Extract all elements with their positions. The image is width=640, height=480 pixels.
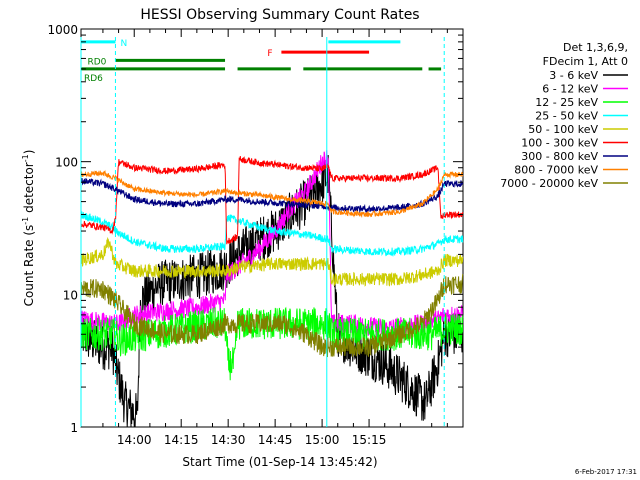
data-gap-markers <box>80 37 445 427</box>
series-line-25-50-kev <box>80 211 464 257</box>
band-label-rd0: RD0 <box>87 57 106 67</box>
band-label-n: N <box>120 39 127 49</box>
y-tick-label: 100 <box>55 156 78 170</box>
legend: Det 1,3,6,9, FDecim 1, Att 0 3 - 6 keV6 … <box>500 41 628 190</box>
y-axis-label-sup1: -1 <box>21 217 30 225</box>
y-axis-label-sup2: -1 <box>21 154 30 162</box>
legend-header-line-1: Det 1,3,6,9, <box>563 41 628 54</box>
legend-label-7000-20000-kev: 7000 - 20000 keV <box>500 177 598 190</box>
series-line-7000-20000-kev <box>80 273 464 358</box>
y-axis-label: Count Rate (s-1 detector-1) <box>21 150 36 307</box>
y-axis-label-mid: detector <box>22 162 36 217</box>
legend-label-100-300-kev: 100 - 300 keV <box>521 137 598 150</box>
legend-label-50-100-kev: 50 - 100 keV <box>528 123 598 136</box>
legend-header-line-2: FDecim 1, Att 0 <box>543 55 628 68</box>
x-tick-label: 14:45 <box>258 433 293 447</box>
x-tick-label: 15:15 <box>352 433 387 447</box>
legend-label-300-800-kev: 300 - 800 keV <box>521 150 598 163</box>
y-axis-ticks: 1 10 100 1000 <box>47 23 463 435</box>
date-stamp: 6-Feb-2017 17:31 <box>575 468 637 476</box>
series-lines <box>80 150 464 428</box>
y-tick-label: 1 <box>70 421 78 435</box>
x-axis-label: Start Time (01-Sep-14 13:45:42) <box>182 455 377 469</box>
y-axis-label-main: Count Rate (s <box>22 225 36 307</box>
legend-label-800-7000-kev: 800 - 7000 keV <box>514 164 598 177</box>
x-tick-label: 14:30 <box>211 433 246 447</box>
band-label-rd6: RD6 <box>84 74 103 84</box>
series-line-800-7000-kev <box>80 169 464 219</box>
series-line-50-100-kev <box>80 236 464 287</box>
series-line-300-800-kev <box>80 177 464 214</box>
series-line-100-300-kev <box>80 155 464 245</box>
instrument-state-bands: N RD0 RD6 F <box>81 39 442 84</box>
chart-title: HESSI Observing Summary Count Rates <box>140 7 419 23</box>
legend-label-12-25-kev: 12 - 25 keV <box>535 96 598 109</box>
legend-label-25-50-kev: 25 - 50 keV <box>535 110 598 123</box>
x-tick-label: 14:00 <box>117 433 152 447</box>
y-tick-label: 1000 <box>47 23 78 37</box>
y-tick-label: 10 <box>63 288 78 302</box>
legend-label-3-6-kev: 3 - 6 keV <box>549 69 598 82</box>
x-tick-label: 15:00 <box>305 433 340 447</box>
legend-label-6-12-kev: 6 - 12 keV <box>542 83 598 96</box>
y-axis-label-end: ) <box>22 150 36 155</box>
x-axis-ticks: 14:00 14:15 14:30 14:45 15:00 15:15 <box>102 29 448 447</box>
band-label-f: F <box>267 49 272 59</box>
x-tick-label: 14:15 <box>164 433 199 447</box>
